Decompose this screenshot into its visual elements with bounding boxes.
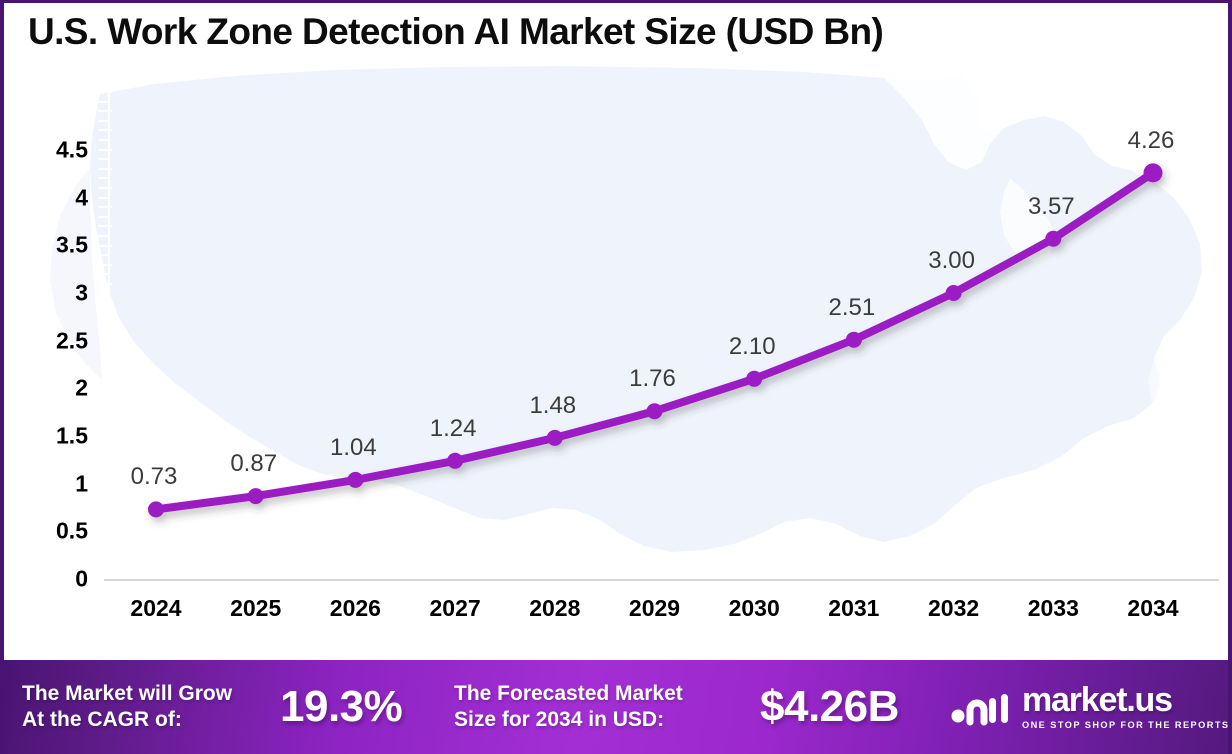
data-point-label: 3.00 bbox=[928, 247, 975, 274]
us-map-background-icon bbox=[50, 66, 1202, 588]
data-point-marker[interactable] bbox=[646, 403, 663, 420]
x-axis-tick-label: 2031 bbox=[828, 595, 880, 621]
y-axis-minor-tick bbox=[98, 292, 109, 295]
data-point-marker[interactable] bbox=[247, 488, 264, 505]
page-title: U.S. Work Zone Detection AI Market Size … bbox=[28, 11, 884, 52]
data-point-label: 2.10 bbox=[728, 332, 776, 360]
y-axis-tick-label: 1.5 bbox=[56, 422, 88, 449]
logo-tagline: ONE STOP SHOP FOR THE REPORTS bbox=[1022, 719, 1230, 730]
forecast-value: $4.26B bbox=[760, 682, 899, 731]
logo-wordmark: market.us bbox=[1022, 681, 1173, 720]
y-axis-tick-label: 2.5 bbox=[56, 327, 88, 354]
data-point-label: 0.87 bbox=[230, 450, 278, 478]
y-axis-minor-tick bbox=[98, 244, 112, 247]
y-axis-minor-tick bbox=[98, 206, 112, 209]
cagr-value: 19.3% bbox=[280, 682, 403, 731]
x-axis-tick-label: 2024 bbox=[130, 595, 182, 621]
y-axis-minor-tick bbox=[98, 119, 109, 122]
y-axis-minor-ticks bbox=[98, 91, 112, 311]
y-axis-minor-tick bbox=[98, 100, 109, 103]
x-axis: 2024 2025 2026 2027 2028 2029 2030 2031 2032 2033… bbox=[4, 595, 1228, 639]
y-axis-minor-tick bbox=[98, 158, 109, 161]
market-us-logo-mark-icon bbox=[951, 694, 1008, 726]
y-axis-minor-tick bbox=[98, 254, 109, 257]
cagr-caption: The Market will Grow At the CAGR of: bbox=[22, 681, 272, 732]
data-point-marker[interactable] bbox=[347, 471, 364, 488]
y-axis-minor-tick bbox=[98, 225, 112, 228]
y-axis-tick-label: 0.5 bbox=[56, 517, 88, 544]
data-point-marker[interactable] bbox=[1143, 163, 1163, 183]
y-axis-tick-label: 3.5 bbox=[56, 231, 88, 258]
data-point-label: 1.24 bbox=[429, 414, 477, 442]
y-axis-tick-label: 1 bbox=[75, 470, 88, 497]
y-axis-minor-tick bbox=[98, 215, 109, 218]
data-point-label: 2.51 bbox=[828, 293, 876, 321]
y-axis-minor-tick bbox=[98, 129, 112, 132]
y-axis-minor-tick bbox=[98, 283, 112, 285]
data-point-label: 3.57 bbox=[1027, 192, 1075, 220]
market-us-logo[interactable]: market.us ONE STOP SHOP FOR THE REPORTS bbox=[951, 681, 1230, 730]
x-axis-line bbox=[104, 579, 1219, 581]
x-axis-tick-label: 2034 bbox=[1127, 595, 1179, 621]
y-axis-minor-tick bbox=[98, 148, 112, 151]
y-axis-tick-label: 3 bbox=[75, 279, 88, 306]
data-point-label: 4.26 bbox=[1127, 126, 1175, 154]
line-chart-svg bbox=[148, 163, 1163, 518]
x-axis-tick-label: 2029 bbox=[628, 595, 681, 621]
y-axis-minor-tick bbox=[98, 110, 112, 113]
x-axis-tick-label: 2026 bbox=[329, 595, 381, 621]
data-point-label: 1.48 bbox=[529, 391, 577, 419]
y-axis-minor-tick bbox=[98, 187, 112, 189]
plot-area bbox=[4, 58, 1228, 588]
y-axis-tick-label: 4.5 bbox=[56, 136, 88, 163]
y-axis-spine bbox=[108, 91, 110, 311]
y-axis-minor-tick bbox=[98, 196, 109, 199]
logo-text-block: market.us ONE STOP SHOP FOR THE REPORTS bbox=[1022, 681, 1230, 730]
data-point-marker[interactable] bbox=[546, 429, 563, 446]
data-point-label: 1.76 bbox=[629, 365, 676, 393]
y-axis-minor-tick bbox=[98, 91, 112, 93]
data-point-marker[interactable] bbox=[447, 452, 464, 469]
footer-summary-bar: The Market will Grow At the CAGR of: 19.… bbox=[4, 660, 1230, 754]
y-axis-minor-tick bbox=[98, 273, 109, 276]
y-axis: 0 0.5 1 1.5 2 2.5 3 3.5 4 4.5 bbox=[4, 58, 96, 592]
x-axis-tick-label: 2025 bbox=[230, 595, 282, 621]
x-axis-tick-label: 2030 bbox=[728, 595, 780, 621]
forecast-caption-line1: The Forecasted Market bbox=[454, 682, 683, 706]
series-markers bbox=[148, 163, 1163, 518]
forecast-caption: The Forecasted Market Size for 2034 in U… bbox=[454, 681, 754, 732]
y-axis-minor-tick bbox=[98, 235, 109, 237]
data-point-marker[interactable] bbox=[1045, 230, 1062, 247]
y-axis-tick-label: 2 bbox=[75, 374, 88, 401]
y-axis-minor-tick bbox=[98, 263, 112, 266]
x-axis-tick-label: 2027 bbox=[429, 595, 481, 621]
data-point-label: 1.04 bbox=[330, 433, 377, 461]
y-axis-minor-tick bbox=[98, 167, 112, 170]
y-axis-minor-tick bbox=[98, 177, 109, 180]
x-axis-tick-label: 2032 bbox=[928, 595, 980, 621]
x-axis-tick-label: 2028 bbox=[529, 595, 581, 621]
cagr-caption-line1: The Market will Grow bbox=[22, 682, 233, 706]
y-axis-minor-tick bbox=[98, 139, 109, 141]
data-point-marker[interactable] bbox=[945, 285, 962, 301]
data-point-marker[interactable] bbox=[746, 370, 763, 387]
data-point-marker[interactable] bbox=[845, 331, 862, 348]
data-point-marker[interactable] bbox=[148, 501, 164, 518]
y-axis-minor-tick bbox=[98, 302, 112, 305]
x-axis-tick-label: 2033 bbox=[1027, 595, 1079, 621]
forecast-caption-line2: Size for 2034 in USD: bbox=[454, 708, 665, 731]
cagr-caption-line2: At the CAGR of: bbox=[22, 708, 182, 731]
data-point-label: 0.73 bbox=[130, 463, 178, 491]
y-axis-tick-label: 4 bbox=[75, 184, 88, 211]
data-point-labels: 0.73 0.87 1.04 1.24 1.48 1.76 2.10 2.51 3.00 3.57… bbox=[4, 58, 1228, 588]
y-axis-tick-label: 0 bbox=[75, 565, 88, 592]
